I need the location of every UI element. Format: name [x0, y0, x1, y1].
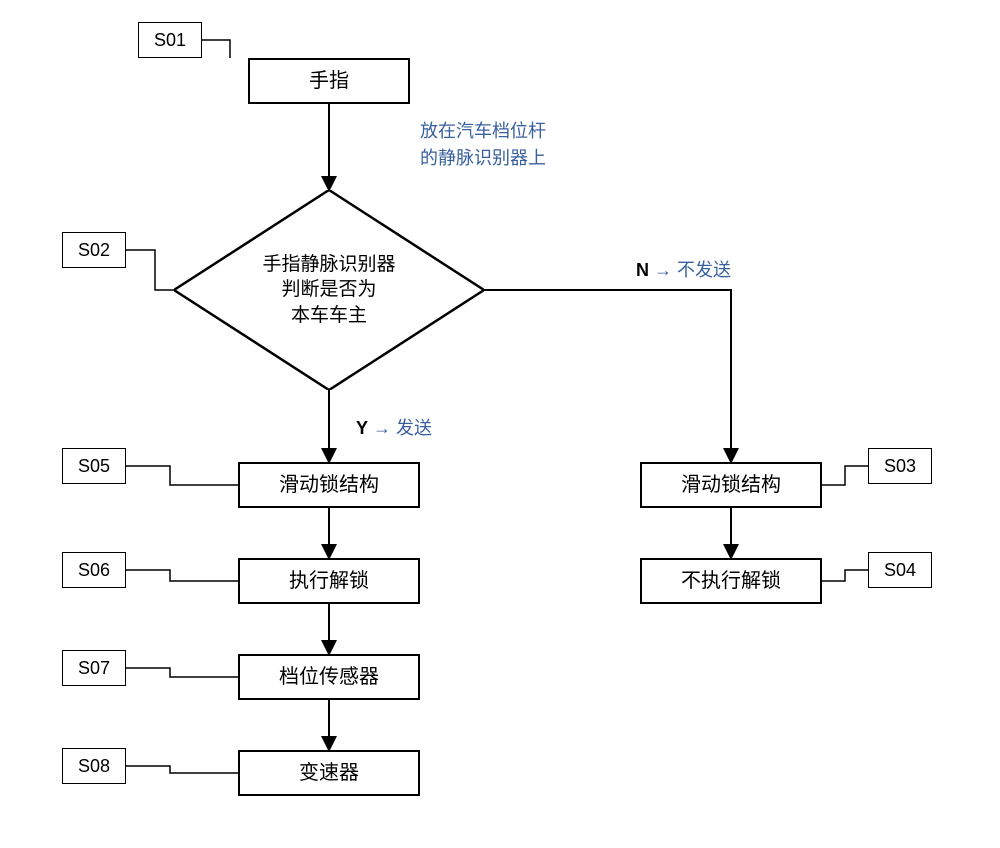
step-label-text: S05	[78, 456, 110, 477]
y-arrow: →	[373, 418, 391, 438]
node-no-unlock: 不执行解锁	[640, 558, 822, 604]
branch-label-yes: Y → 发送	[356, 414, 432, 440]
y-prefix: Y	[356, 418, 368, 438]
node-text: 手指静脉识别器 判断是否为 本车车主	[262, 252, 395, 329]
step-label-s05: S05	[62, 448, 126, 484]
node-transmission: 变速器	[238, 750, 420, 796]
node-finger: 手指	[248, 58, 410, 104]
flowchart-canvas: S01 S02 S05 S06 S07 S08 S03 S04 手指 手指静脉识…	[0, 0, 1000, 848]
step-label-s01: S01	[138, 22, 202, 58]
step-label-s03: S03	[868, 448, 932, 484]
node-text: 变速器	[299, 760, 359, 786]
side-note-line1: 放在汽车档位杆	[420, 118, 546, 145]
branch-label-no: N → 不发送	[636, 256, 731, 282]
step-label-s07: S07	[62, 650, 126, 686]
node-text: 滑动锁结构	[681, 472, 781, 498]
side-note-line2: 的静脉识别器上	[420, 145, 546, 172]
node-text: 手指	[309, 68, 349, 94]
node-text: 不执行解锁	[681, 568, 781, 594]
step-label-text: S03	[884, 456, 916, 477]
n-arrow: →	[654, 260, 672, 280]
node-text: 档位传感器	[279, 664, 379, 690]
step-label-text: S08	[78, 756, 110, 777]
step-label-s08: S08	[62, 748, 126, 784]
node-text: 滑动锁结构	[279, 472, 379, 498]
step-label-text: S01	[154, 30, 186, 51]
node-sensor: 档位传感器	[238, 654, 420, 700]
side-note: 放在汽车档位杆 的静脉识别器上	[420, 118, 546, 172]
node-lock-no: 滑动锁结构	[640, 462, 822, 508]
step-label-text: S07	[78, 658, 110, 679]
node-unlock: 执行解锁	[238, 558, 420, 604]
step-label-s06: S06	[62, 552, 126, 588]
y-suffix: 发送	[396, 418, 432, 438]
step-label-s04: S04	[868, 552, 932, 588]
step-label-text: S04	[884, 560, 916, 581]
node-text: 执行解锁	[289, 568, 369, 594]
n-prefix: N	[636, 260, 649, 280]
node-lock-yes: 滑动锁结构	[238, 462, 420, 508]
step-label-s02: S02	[62, 232, 126, 268]
step-label-text: S06	[78, 560, 110, 581]
n-suffix: 不发送	[677, 260, 731, 280]
node-decision: 手指静脉识别器 判断是否为 本车车主	[174, 190, 484, 390]
step-label-text: S02	[78, 240, 110, 261]
